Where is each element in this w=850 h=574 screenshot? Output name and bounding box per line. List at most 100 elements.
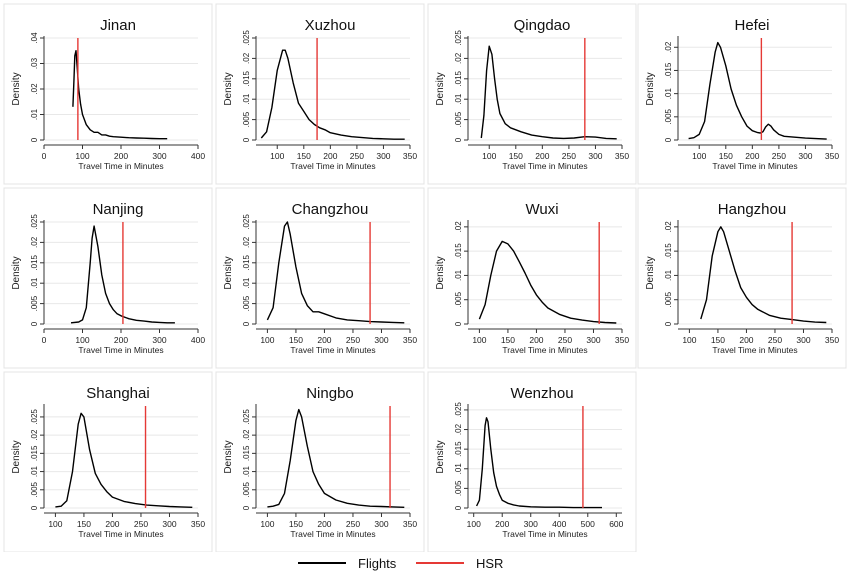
y-tick-label: .02 xyxy=(30,83,39,95)
x-tick-label: 200 xyxy=(323,151,337,161)
x-tick-label: 350 xyxy=(825,151,839,161)
legend: Flights HSR xyxy=(0,552,850,574)
x-tick-label: 200 xyxy=(529,335,543,345)
x-tick-label: 200 xyxy=(114,151,128,161)
panel-frame xyxy=(215,3,425,185)
y-tick-label: 0 xyxy=(454,321,463,326)
chart-title: Jinan xyxy=(100,17,136,34)
x-tick-label: 400 xyxy=(191,151,205,161)
x-axis-label: Travel Time in Minutes xyxy=(502,529,587,539)
y-tick-label: .02 xyxy=(242,52,251,64)
legend-label-flights: Flights xyxy=(358,555,397,571)
panel-frame xyxy=(215,187,425,369)
x-axis-label: Travel Time in Minutes xyxy=(712,345,797,355)
legend-label-hsr: HSR xyxy=(476,555,504,571)
x-tick-label: 250 xyxy=(134,519,148,529)
y-tick-label: .015 xyxy=(242,70,251,86)
x-tick-label: 300 xyxy=(162,519,176,529)
x-tick-label: 300 xyxy=(588,151,602,161)
y-tick-label: 0 xyxy=(242,137,251,142)
y-tick-label: .025 xyxy=(30,409,39,425)
x-tick-label: 100 xyxy=(260,519,274,529)
y-tick-label: .005 xyxy=(242,111,251,127)
y-tick-label: .01 xyxy=(454,269,463,281)
y-tick-label: .005 xyxy=(30,295,39,311)
chart-title: Changzhou xyxy=(292,201,369,218)
x-tick-label: 250 xyxy=(350,151,364,161)
y-tick-label: .01 xyxy=(30,277,39,289)
y-tick-label: .02 xyxy=(454,221,463,233)
y-tick-label: .02 xyxy=(454,423,463,435)
x-tick-label: 250 xyxy=(562,151,576,161)
x-tick-label: 400 xyxy=(552,519,566,529)
panel-xuzhou: Xuzhou 0 .005 .01 .015 .02 .025 100 150 200 250 300… xyxy=(215,3,425,185)
y-tick-label: .01 xyxy=(664,88,673,100)
panel-jinan: Jinan 0 .01 .02 .03 .04 0 100 200 300 400 Travel Ti… xyxy=(3,3,213,185)
x-axis-label: Travel Time in Minutes xyxy=(290,161,375,171)
y-tick-label: .02 xyxy=(242,429,251,441)
x-tick-label: 350 xyxy=(403,151,417,161)
x-tick-label: 150 xyxy=(501,335,515,345)
y-tick-label: 0 xyxy=(454,137,463,142)
chart-title: Xuzhou xyxy=(305,17,356,34)
chart-title: Hangzhou xyxy=(718,201,786,218)
x-tick-label: 300 xyxy=(586,335,600,345)
x-axis-label: Travel Time in Minutes xyxy=(290,345,375,355)
y-tick-label: .015 xyxy=(30,254,39,270)
y-tick-label: .01 xyxy=(30,108,39,120)
x-tick-label: 300 xyxy=(796,335,810,345)
x-tick-label: 500 xyxy=(581,519,595,529)
y-tick-label: .005 xyxy=(454,291,463,307)
chart-title: Shanghai xyxy=(86,385,149,402)
panel-frame xyxy=(427,3,637,185)
chart-title: Hefei xyxy=(734,17,769,34)
y-tick-label: .005 xyxy=(664,291,673,307)
panel-frame xyxy=(427,371,637,553)
y-tick-label: .01 xyxy=(454,463,463,475)
y-tick-label: 0 xyxy=(242,505,251,510)
x-tick-label: 250 xyxy=(558,335,572,345)
y-tick-label: .015 xyxy=(242,254,251,270)
flights-density-line xyxy=(700,226,827,324)
x-tick-label: 100 xyxy=(472,335,486,345)
panel-shanghai: Shanghai 0 .005 .01 .015 .02 .025 100 150 200 250 3… xyxy=(3,371,213,553)
y-tick-label: .015 xyxy=(454,243,463,259)
y-tick-label: 0 xyxy=(664,321,673,326)
flights-density-line xyxy=(688,41,827,140)
y-tick-label: .015 xyxy=(30,445,39,461)
x-tick-label: 300 xyxy=(374,519,388,529)
x-tick-label: 250 xyxy=(346,335,360,345)
x-tick-label: 100 xyxy=(692,151,706,161)
y-tick-label: .015 xyxy=(454,441,463,457)
panel-hefei: Hefei 0 .005 .01 .015 .02 100 150 200 250 300 350 Tr… xyxy=(637,3,847,185)
y-tick-label: .02 xyxy=(30,429,39,441)
y-tick-label: .025 xyxy=(242,214,251,230)
chart-title: Nanjing xyxy=(93,201,144,218)
y-tick-label: .01 xyxy=(454,93,463,105)
x-tick-label: 200 xyxy=(317,335,331,345)
panel-nanjing: Nanjing 0 .005 .01 .015 .02 .025 0 100 200 300 400 T… xyxy=(3,187,213,369)
y-axis-label: Density xyxy=(435,72,446,105)
y-tick-label: .005 xyxy=(242,295,251,311)
y-tick-label: 0 xyxy=(30,321,39,326)
x-axis-label: Travel Time in Minutes xyxy=(78,529,163,539)
x-tick-label: 250 xyxy=(346,519,360,529)
y-tick-label: .025 xyxy=(30,214,39,230)
y-tick-label: .02 xyxy=(664,221,673,233)
y-axis-label: Density xyxy=(223,256,234,289)
x-tick-label: 150 xyxy=(289,519,303,529)
panel-ningbo: Ningbo 0 .005 .01 .015 .02 .025 100 150 200 250 300… xyxy=(215,371,425,553)
x-tick-label: 200 xyxy=(105,519,119,529)
panel-frame xyxy=(215,371,425,553)
x-tick-label: 300 xyxy=(152,151,166,161)
y-tick-label: .025 xyxy=(242,30,251,46)
x-tick-label: 300 xyxy=(152,335,166,345)
x-tick-label: 250 xyxy=(772,151,786,161)
x-tick-label: 400 xyxy=(191,335,205,345)
y-tick-label: .005 xyxy=(242,481,251,497)
y-tick-label: .005 xyxy=(454,111,463,127)
y-tick-label: .015 xyxy=(664,243,673,259)
flights-density-line xyxy=(267,408,405,508)
